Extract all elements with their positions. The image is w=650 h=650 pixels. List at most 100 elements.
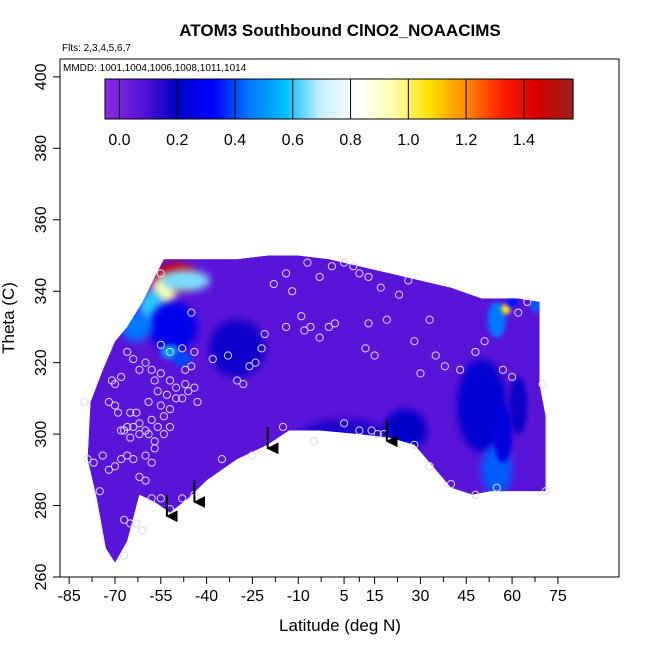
colorbar-cell: [485, 79, 490, 119]
y-tick-label: 380: [33, 135, 50, 162]
colorbar-cell: [532, 79, 537, 119]
data-point: [181, 379, 190, 389]
data-point: [330, 319, 340, 328]
colorbar-cell: [136, 79, 140, 119]
colorbar-cell: [373, 79, 378, 119]
colorbar-cell: [173, 79, 178, 119]
x-tick-label: 5: [340, 588, 349, 605]
colorbar-cell: [251, 79, 256, 119]
colorbar-cell: [410, 79, 415, 119]
x-tick-label: -85: [58, 588, 81, 605]
colorbar-cell: [482, 79, 487, 119]
colorbar-cell: [323, 79, 328, 119]
data-point: [278, 422, 288, 432]
colorbar-cell: [111, 79, 115, 119]
data-points: [80, 258, 550, 560]
colorbar-tick-label: 1.4: [513, 132, 535, 149]
colorbar-cell: [529, 79, 534, 119]
colorbar-cell: [376, 79, 381, 119]
colorbar-cell: [473, 79, 477, 119]
anomaly-patch-10: [383, 409, 427, 452]
colorbar-cell: [554, 79, 558, 119]
data-point: [89, 458, 98, 467]
data-point: [165, 422, 175, 432]
colorbar-cell: [186, 79, 190, 119]
data-point: [150, 444, 159, 453]
colorbar-cell: [279, 79, 284, 119]
data-point: [339, 258, 349, 267]
data-point: [126, 408, 135, 417]
data-point: [135, 430, 144, 439]
data-point: [376, 283, 385, 292]
anomaly-patch-3: [160, 269, 210, 292]
colorbar-cell: [285, 79, 290, 119]
data-point: [144, 397, 153, 407]
colorbar-cell: [267, 79, 271, 119]
data-point: [120, 551, 129, 560]
data-point: [394, 290, 404, 299]
data-point: [178, 344, 187, 353]
colorbar-cell: [404, 79, 409, 119]
data-point: [83, 455, 92, 464]
colorbar-cell: [495, 79, 499, 119]
colorbar-cell: [448, 79, 452, 119]
data-point: [370, 351, 379, 360]
data-point: [156, 494, 165, 503]
colorbar-cell: [457, 79, 462, 119]
colorbar-cell: [407, 79, 412, 119]
colorbar-cell: [519, 79, 524, 119]
data-point: [431, 351, 440, 360]
colorbar-cell: [139, 79, 144, 119]
data-point: [492, 483, 501, 492]
data-point: [135, 472, 144, 482]
data-point: [184, 387, 193, 396]
colorbar-cell: [217, 79, 222, 119]
data-point: [223, 351, 233, 360]
colorbar-cell: [510, 79, 515, 119]
data-point: [156, 369, 165, 378]
data-point: [141, 451, 150, 460]
colorbar-cell: [198, 79, 203, 119]
colorbar-cell: [535, 79, 540, 119]
colorbar-cell: [257, 79, 262, 119]
data-point: [309, 437, 318, 446]
data-point: [456, 365, 465, 374]
colorbar-cell: [441, 79, 446, 119]
data-point: [480, 337, 489, 346]
colorbar-cell: [301, 79, 306, 119]
data-point: [217, 455, 226, 464]
colorbar-cell: [451, 79, 456, 119]
colorbar-cell: [123, 79, 128, 119]
colorbar-cell: [295, 79, 300, 119]
data-point: [141, 476, 150, 485]
data-point: [297, 312, 306, 321]
data-point: [123, 422, 132, 432]
data-point: [382, 315, 391, 324]
heatmap-field: [87, 255, 546, 563]
colorbar-cell: [351, 79, 356, 119]
data-point: [95, 487, 104, 496]
colorbar-tick-label: 1.2: [455, 132, 477, 149]
colorbar-cell: [454, 79, 459, 119]
colorbar-cell: [133, 79, 137, 119]
data-point: [367, 426, 376, 435]
colorbar-cell: [179, 79, 184, 119]
data-point: [144, 430, 153, 439]
data-point: [251, 358, 260, 367]
data-point: [498, 365, 508, 374]
colorbar-cell: [176, 79, 181, 119]
colorbar-cell: [488, 79, 493, 119]
colorbar-tick-label: 0.4: [224, 132, 246, 149]
y-tick-label: 300: [33, 421, 50, 448]
colorbar-cell: [320, 79, 324, 119]
colorbar-cell: [326, 79, 331, 119]
colorbar-cell: [551, 79, 555, 119]
colorbar-cell: [201, 79, 206, 119]
colorbar-cell: [126, 79, 131, 119]
data-point: [361, 344, 370, 353]
anomaly-patch-18: [530, 298, 543, 313]
colorbar-cell: [264, 79, 268, 119]
data-point: [162, 390, 172, 399]
colorbar-cell: [129, 79, 134, 119]
flights-subtitle: Flts: 2,3,4,5,6,7: [62, 43, 131, 54]
